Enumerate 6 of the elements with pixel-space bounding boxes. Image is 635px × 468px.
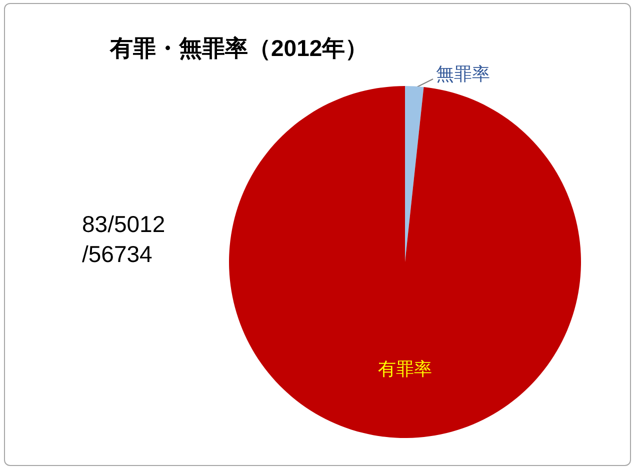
- slice-label: 有罪率: [378, 359, 432, 379]
- pie-slice: [405, 86, 424, 262]
- text: 83/5012 /56734: [82, 211, 166, 267]
- pie-slice: [229, 86, 581, 438]
- slice-label: 無罪率: [436, 64, 490, 84]
- chart-title: 有罪・無罪率（2012年）: [109, 35, 368, 61]
